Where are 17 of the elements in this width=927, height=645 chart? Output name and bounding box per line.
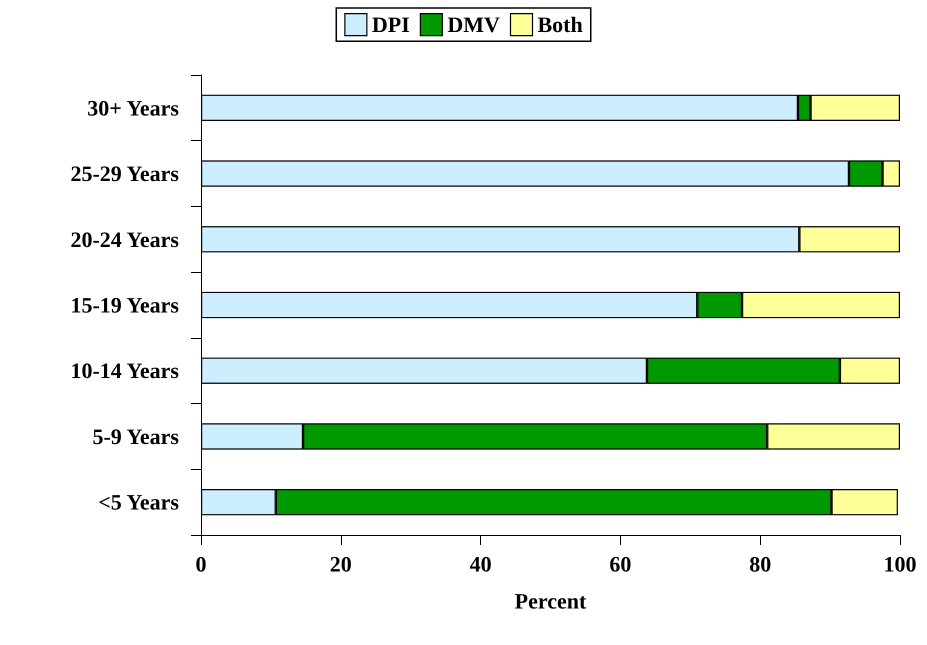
x-tick-label: 40 [470,552,492,576]
legend-label: DPI [372,12,410,38]
x-tick-label: 100 [884,552,916,576]
y-tick-label: 15-19 Years [70,292,180,318]
x-tick-label: 0 [196,552,206,576]
x-axis-title: Percent [514,588,587,614]
x-tick-label: 20 [330,552,352,576]
y-tick-label: 30+ Years [87,95,180,120]
y-tick-label: 20-24 Years [70,226,180,252]
y-tick-label: 25-29 Years [70,161,180,186]
x-tick-label: 80 [749,552,772,576]
legend-label: DMV [447,12,500,38]
legend-label: Both [537,12,583,38]
y-tick-label: 10-14 Years [70,358,180,384]
y-tick-label: <5 Years [98,490,180,515]
x-tick-label: 60 [609,552,632,576]
y-tick-label: 5-9 Years [92,424,180,449]
